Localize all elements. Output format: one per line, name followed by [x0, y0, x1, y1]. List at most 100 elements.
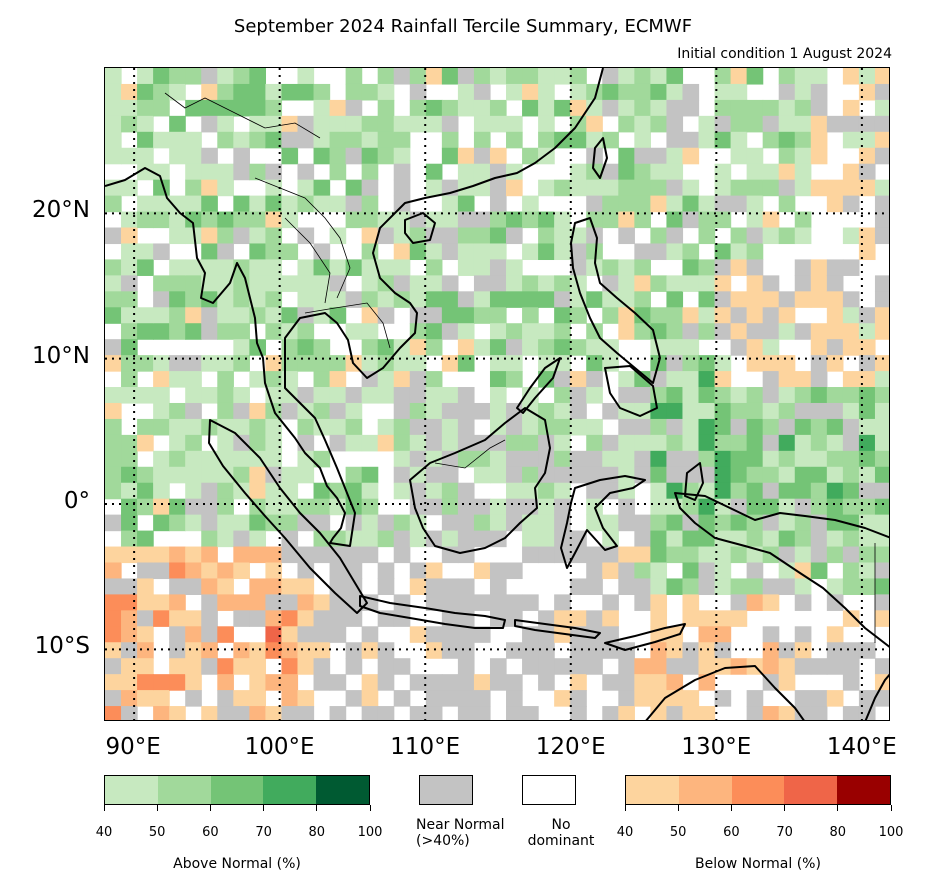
grid-cell: [297, 131, 315, 149]
grid-cell: [265, 227, 283, 245]
grid-cell: [794, 466, 812, 484]
grid-cell: [602, 402, 619, 420]
grid-cell: [698, 402, 716, 420]
grid-cell: [201, 179, 218, 197]
grid-cell: [377, 514, 395, 532]
grid-cell: [233, 434, 250, 452]
grid-cell: [810, 466, 828, 484]
grid-cell: [345, 131, 363, 149]
grid-cell: [105, 546, 122, 564]
coastline-taiwan: [592, 137, 608, 179]
grid-cell: [457, 418, 475, 436]
grid-cell: [586, 211, 603, 229]
grid-cell: [249, 418, 267, 436]
grid-cell: [570, 68, 587, 85]
grid-cell: [714, 434, 732, 452]
coastline-borneo: [409, 407, 551, 554]
grid-cell: [441, 482, 459, 500]
grid-cell: [666, 642, 684, 659]
grid-cell: [393, 211, 411, 229]
grid-cell: [281, 674, 299, 691]
grid-cell: [393, 450, 411, 468]
grid-cell: [121, 323, 138, 340]
grid-cell: [794, 211, 812, 229]
grid-cell: [506, 418, 523, 436]
grid-cell: [698, 642, 716, 659]
coastline-philippines: [570, 217, 661, 384]
grid-cell: [682, 642, 700, 659]
grid-cell: [810, 530, 828, 548]
grid-cell: [121, 530, 138, 548]
grid-cell: [313, 147, 331, 165]
grid-cell: [105, 482, 122, 500]
grid-cell: [105, 578, 122, 595]
grid-cell: [506, 83, 523, 101]
grid-cell: [762, 323, 780, 340]
grid-cell: [506, 594, 523, 611]
colorbar-swatch: [626, 776, 679, 804]
grid-cell: [794, 450, 812, 468]
grid-cell: [874, 387, 889, 404]
grid-cell: [185, 450, 202, 468]
grid-cell: [746, 562, 764, 580]
grid-cell: [249, 690, 267, 707]
grid-cell: [874, 195, 889, 213]
grid-cell: [714, 211, 732, 229]
grid-cell: [217, 115, 234, 133]
grid-cell: [377, 259, 395, 276]
grid-cell: [730, 387, 748, 404]
grid-cell: [473, 211, 491, 229]
latitude-tick-label: 10°S: [34, 633, 90, 660]
grid-cell: [538, 402, 555, 420]
grid-cell: [746, 291, 764, 308]
grid-cell: [121, 355, 138, 372]
grid-cell: [233, 339, 250, 356]
grid-cell: [874, 307, 889, 324]
grid-cell: [265, 546, 283, 564]
grid-cell: [217, 402, 234, 420]
grid-cell: [185, 674, 202, 691]
grid-cell: [121, 578, 138, 595]
colorbar-tick-mark: [677, 805, 679, 811]
grid-cell: [602, 307, 619, 324]
grid-cell: [169, 402, 186, 420]
grid-cell: [682, 131, 700, 149]
grid-cell: [489, 339, 507, 356]
grid-cell: [618, 83, 635, 101]
grid-cell: [714, 259, 732, 276]
grid-cell: [233, 690, 250, 707]
map-canvas: [105, 68, 889, 720]
grid-cell: [249, 227, 267, 245]
grid-cell: [185, 642, 202, 659]
grid-cell: [698, 706, 716, 720]
grid-cell: [586, 466, 603, 484]
grid-cell: [137, 674, 154, 691]
grid-cell: [345, 498, 363, 516]
grid-cell: [313, 610, 331, 627]
grid-cell: [618, 163, 635, 181]
grid-cell: [506, 498, 523, 516]
grid-cell: [361, 211, 379, 229]
grid-cell: [602, 434, 619, 452]
grid-cell: [393, 594, 411, 611]
grid-cell: [185, 658, 202, 675]
grid-cell: [361, 466, 379, 484]
grid-cell: [249, 530, 267, 548]
colorbar-tick-mark: [156, 805, 158, 811]
grid-cell: [762, 339, 780, 356]
grid-cell: [297, 434, 315, 452]
grid-cell: [281, 131, 299, 149]
grid-cell: [441, 514, 459, 532]
grid-cell: [650, 418, 668, 436]
grid-cell: [425, 115, 443, 133]
grid-cell: [329, 434, 347, 452]
grid-cell: [329, 610, 347, 627]
grid-cell: [762, 227, 780, 245]
grid-cell: [233, 99, 250, 117]
grid-cell: [313, 195, 331, 213]
grid-cell: [522, 418, 539, 436]
grid-cell: [714, 546, 732, 564]
grid-cell: [137, 163, 154, 181]
grid-cell: [602, 163, 619, 181]
grid-cell: [217, 259, 234, 276]
